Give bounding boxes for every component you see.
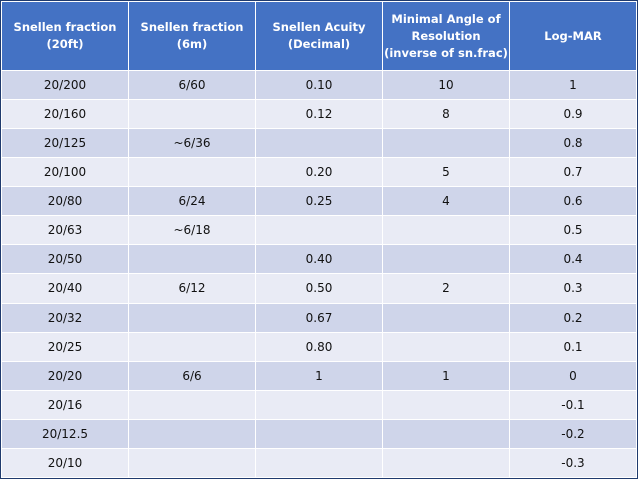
header-row: Snellen fraction (20ft) Snellen fraction …	[1, 1, 637, 71]
table-row: 20/10 -0.3	[1, 447, 637, 479]
table-cell: 0.10	[255, 69, 383, 101]
table-cell: 20/200	[1, 69, 129, 101]
table-cell	[382, 215, 510, 246]
table-cell	[382, 244, 510, 275]
table-row: 20/125 ~6/36 0.8	[1, 128, 637, 159]
table-cell	[382, 418, 510, 449]
table-cell: 0.2	[509, 302, 637, 333]
table-cell: 0.1	[509, 331, 637, 362]
table-cell	[128, 389, 256, 420]
table-row: 20/25 0.80 0.1	[1, 331, 637, 362]
header-cell: Snellen fraction (6m)	[128, 1, 256, 71]
table-cell: 20/125	[1, 128, 129, 159]
table-cell	[128, 157, 256, 188]
table-cell: 0.40	[255, 244, 383, 275]
table-cell: 10	[382, 69, 510, 101]
table-cell	[128, 331, 256, 362]
table-row: 20/160 0.12 8 0.9	[1, 99, 637, 130]
table-cell	[128, 447, 256, 479]
table-cell: 0.80	[255, 331, 383, 362]
table-cell: -0.3	[509, 447, 637, 479]
table-cell: ~6/36	[128, 128, 256, 159]
table-row: 20/200 6/60 0.10 10 1	[1, 69, 637, 101]
table-cell	[255, 389, 383, 420]
table-cell: 2	[382, 273, 510, 304]
table-body: 20/200 6/60 0.10 10 1 20/160 0.12 8 0.9 20/125 ~6/…	[1, 69, 637, 479]
table-cell: 20/50	[1, 244, 129, 275]
table-cell: 0.5	[509, 215, 637, 246]
table-cell: -0.1	[509, 389, 637, 420]
table-cell: ~6/18	[128, 215, 256, 246]
table-cell: 6/6	[128, 360, 256, 391]
table-cell: 0.6	[509, 186, 637, 217]
table-cell: 8	[382, 99, 510, 130]
table-row: 20/40 6/12 0.50 2 0.3	[1, 273, 637, 304]
table-cell: 20/100	[1, 157, 129, 188]
table-row: 20/80 6/24 0.25 4 0.6	[1, 186, 637, 217]
table-row: 20/12.5 -0.2	[1, 418, 637, 449]
table-cell: 6/12	[128, 273, 256, 304]
table-cell	[128, 99, 256, 130]
table-cell: 1	[255, 360, 383, 391]
header-cell: Minimal Angle of Resolution (inverse of …	[382, 1, 510, 71]
table-cell: 20/10	[1, 447, 129, 479]
table-cell	[128, 418, 256, 449]
table-cell	[128, 302, 256, 333]
table-cell: 0.50	[255, 273, 383, 304]
table-row: 20/100 0.20 5 0.7	[1, 157, 637, 188]
table-cell: 20/63	[1, 215, 129, 246]
table-cell: 0.8	[509, 128, 637, 159]
table-cell	[255, 215, 383, 246]
table-cell: 20/160	[1, 99, 129, 130]
table-cell: 20/16	[1, 389, 129, 420]
table-cell: 4	[382, 186, 510, 217]
table-cell: 0.7	[509, 157, 637, 188]
table-row: 20/50 0.40 0.4	[1, 244, 637, 275]
table-cell	[255, 418, 383, 449]
table-cell: 0.25	[255, 186, 383, 217]
header-cell: Snellen Acuity (Decimal)	[255, 1, 383, 71]
table-cell: -0.2	[509, 418, 637, 449]
table-cell	[382, 128, 510, 159]
table-cell: 20/80	[1, 186, 129, 217]
table-cell: 0.3	[509, 273, 637, 304]
table-cell: 20/20	[1, 360, 129, 391]
table-cell	[382, 302, 510, 333]
table-cell	[382, 447, 510, 479]
header-cell: Log-MAR	[509, 1, 637, 71]
table-cell: 0.20	[255, 157, 383, 188]
table-cell: 0.9	[509, 99, 637, 130]
table-cell: 6/60	[128, 69, 256, 101]
table-cell: 20/32	[1, 302, 129, 333]
table-cell: 0	[509, 360, 637, 391]
table-cell	[382, 331, 510, 362]
table-cell: 1	[382, 360, 510, 391]
table-row: 20/20 6/6 1 1 0	[1, 360, 637, 391]
table-cell	[255, 128, 383, 159]
table-cell	[128, 244, 256, 275]
table-row: 20/32 0.67 0.2	[1, 302, 637, 333]
table-cell	[382, 389, 510, 420]
table-cell: 0.67	[255, 302, 383, 333]
table-cell: 20/12.5	[1, 418, 129, 449]
table-cell: 6/24	[128, 186, 256, 217]
table-row: 20/63 ~6/18 0.5	[1, 215, 637, 246]
table-cell	[255, 447, 383, 479]
table-cell: 5	[382, 157, 510, 188]
table-row: 20/16 -0.1	[1, 389, 637, 420]
table-cell: 20/25	[1, 331, 129, 362]
table-cell: 0.4	[509, 244, 637, 275]
table-cell: 1	[509, 69, 637, 101]
header-cell: Snellen fraction (20ft)	[1, 1, 129, 71]
table-cell: 20/40	[1, 273, 129, 304]
table-cell: 0.12	[255, 99, 383, 130]
